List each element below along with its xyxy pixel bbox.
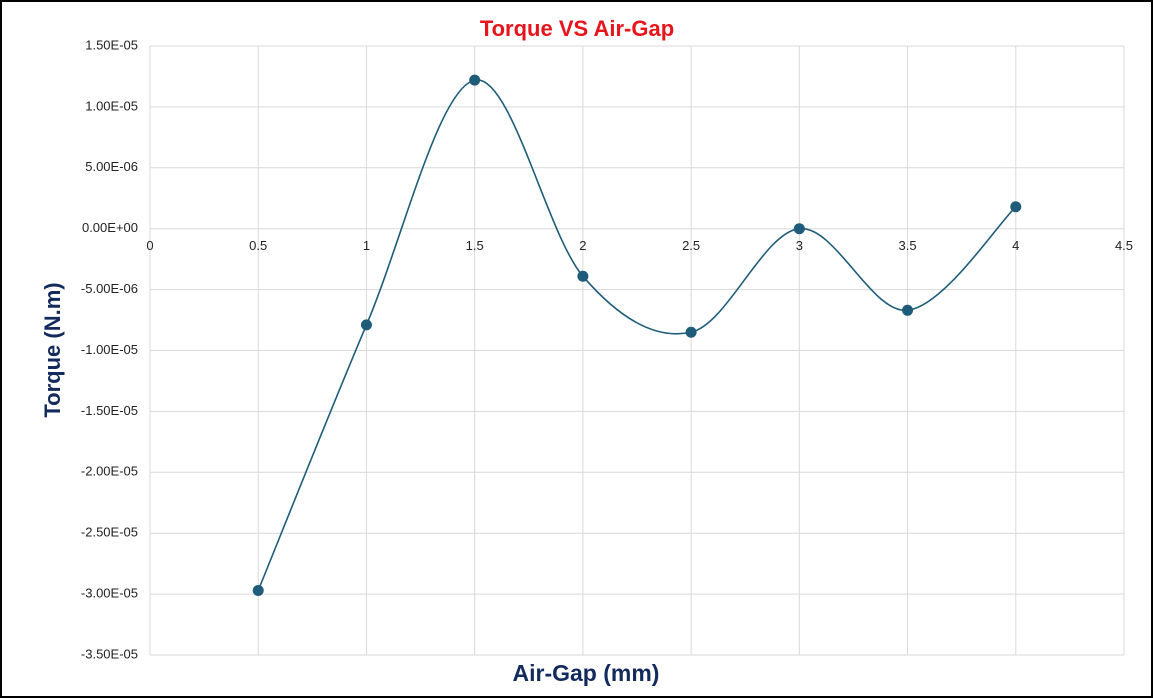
x-tick-label: 2.5 [682,238,700,253]
x-tick-label: 0 [146,238,153,253]
y-tick-label: -2.50E-05 [81,525,138,540]
y-tick-label: -1.00E-05 [81,342,138,357]
x-tick-label: 4 [1012,238,1019,253]
y-tick-label: -5.00E-06 [81,281,138,296]
y-tick-label: 5.00E-06 [85,159,138,174]
x-tick-label: 3.5 [899,238,917,253]
y-tick-label: 1.00E-05 [85,98,138,113]
data-point [1010,201,1022,213]
y-tick-label: -3.50E-05 [81,646,138,661]
data-point [793,223,805,235]
x-tick-label: 2 [579,238,586,253]
y-tick-label: 1.50E-05 [85,37,138,52]
data-point [360,319,372,331]
chart-title: Torque VS Air-Gap [480,16,674,41]
x-tick-label: 1 [363,238,370,253]
data-point [469,74,481,86]
y-tick-label: -2.00E-05 [81,464,138,479]
data-point [685,326,697,338]
x-tick-label: 0.5 [249,238,267,253]
x-tick-label: 1.5 [466,238,484,253]
data-point [252,584,264,596]
data-point [902,304,914,316]
y-tick-label: -1.50E-05 [81,403,138,418]
data-point [577,270,589,282]
y-tick-label: 0.00E+00 [82,220,138,235]
x-axis-title: Air-Gap (mm) [513,660,660,686]
x-tick-label: 3 [796,238,803,253]
x-tick-label: 4.5 [1115,238,1133,253]
y-tick-label: -3.00E-05 [81,586,138,601]
y-axis-title: Torque (N.m) [40,282,65,417]
